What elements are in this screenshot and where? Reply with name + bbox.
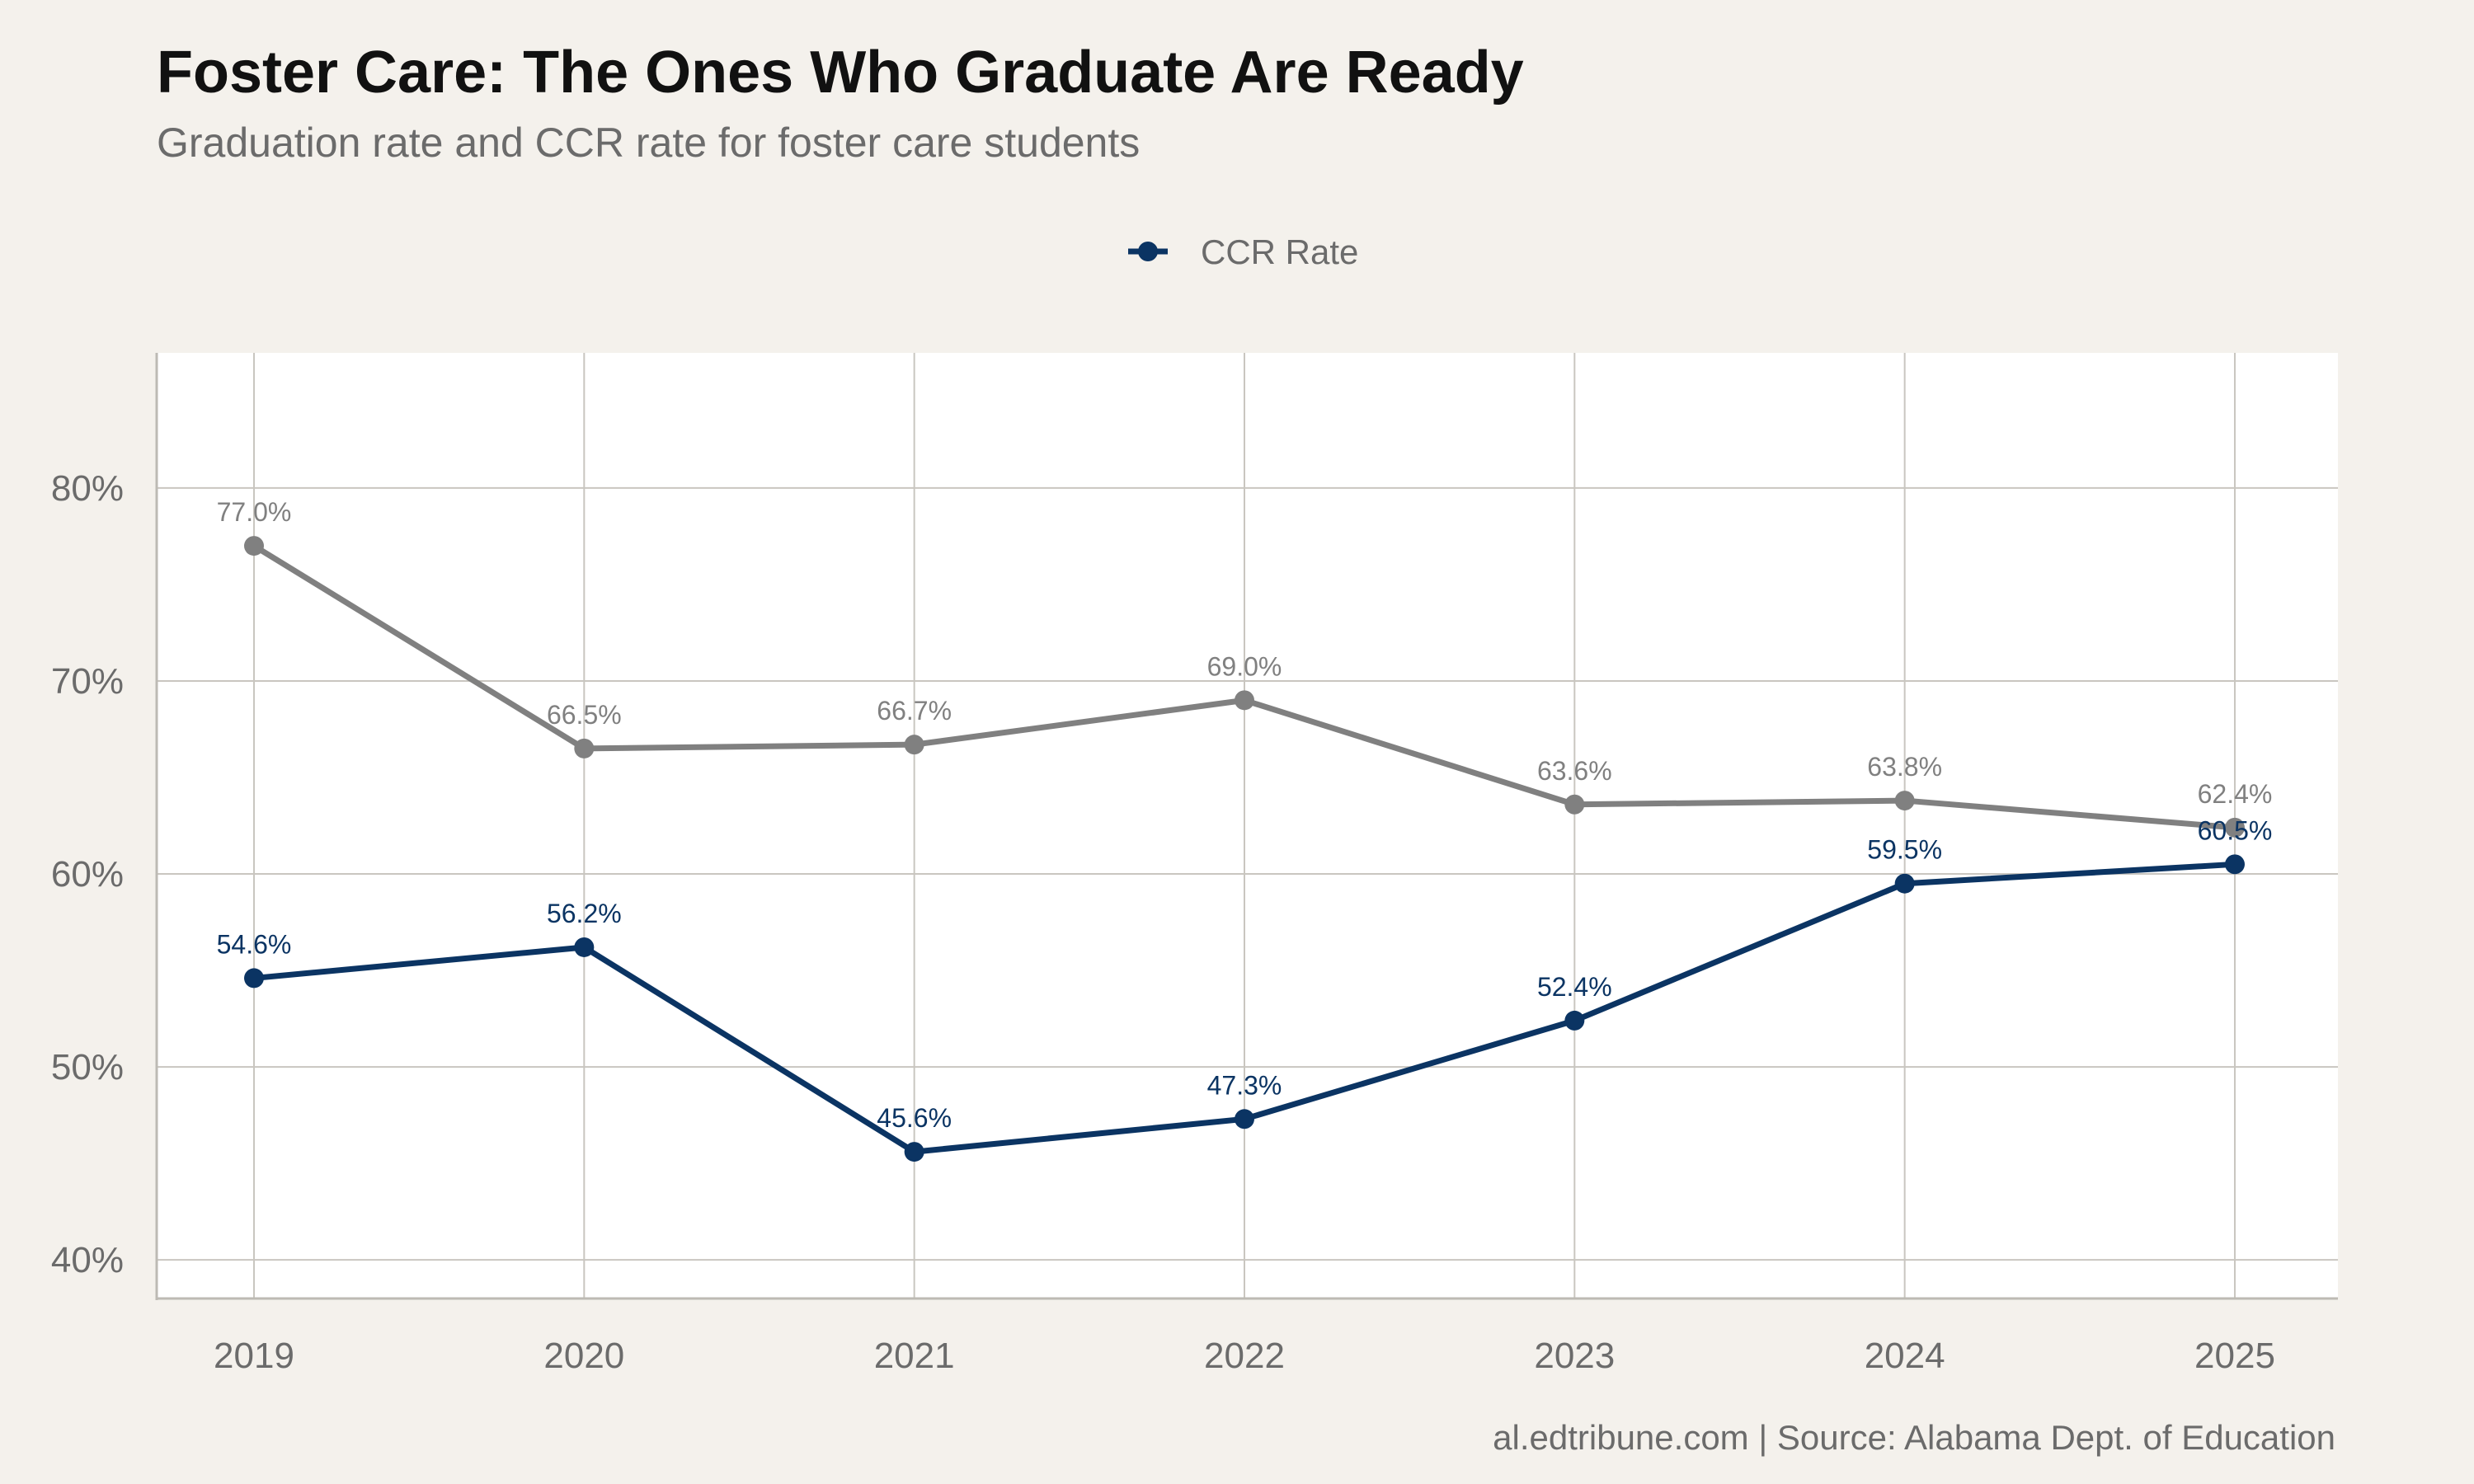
x-tick-label: 2022 — [1204, 1336, 1285, 1376]
legend: CCR Rate — [1128, 232, 1358, 271]
data-label: 52.4% — [1537, 972, 1612, 1002]
data-label: 63.6% — [1537, 756, 1612, 786]
x-tick-label: 2019 — [214, 1336, 294, 1376]
data-label: 54.6% — [217, 929, 292, 959]
data-point — [244, 968, 264, 989]
y-tick-label: 80% — [51, 468, 124, 509]
plot-panel — [157, 353, 2338, 1298]
y-tick-label: 70% — [51, 661, 124, 702]
data-point — [1564, 794, 1585, 815]
data-point — [1234, 1109, 1254, 1129]
data-point — [1894, 791, 1915, 811]
data-label: 59.5% — [1867, 835, 1942, 865]
legend-label: CCR Rate — [1201, 232, 1358, 271]
data-label: 66.5% — [547, 700, 622, 730]
x-tick-label: 2021 — [874, 1336, 955, 1376]
data-point — [1894, 873, 1915, 894]
data-point — [2224, 817, 2245, 838]
data-point — [574, 738, 595, 758]
data-point — [1234, 690, 1254, 711]
data-label: 62.4% — [2198, 779, 2273, 809]
data-label: 63.8% — [1867, 752, 1942, 782]
chart-title: Foster Care: The Ones Who Graduate Are R… — [157, 40, 1524, 106]
x-tick-label: 2024 — [1865, 1336, 1945, 1376]
data-label: 60.5% — [2198, 815, 2273, 845]
data-label: 47.3% — [1207, 1070, 1282, 1100]
data-point — [244, 536, 264, 556]
data-label: 56.2% — [547, 899, 622, 928]
data-label: 77.0% — [217, 497, 292, 527]
chart-caption: al.edtribune.com | Source: Alabama Dept.… — [1493, 1418, 2335, 1457]
data-point — [1564, 1010, 1585, 1031]
y-tick-label: 40% — [51, 1240, 124, 1280]
data-point — [574, 937, 595, 957]
data-label: 69.0% — [1207, 651, 1282, 681]
data-point — [2224, 854, 2245, 875]
data-point — [904, 1142, 924, 1162]
x-tick-label: 2025 — [2194, 1336, 2275, 1376]
axes: 40% 50% 60% 70% 80% 2019 2020 2021 2022 2023 2024 2… — [51, 353, 2338, 1376]
series-layer — [244, 536, 2245, 1162]
y-tick-label: 50% — [51, 1047, 124, 1087]
data-label: 66.7% — [877, 696, 952, 726]
x-tick-label: 2020 — [543, 1336, 624, 1376]
legend-key-point — [1138, 242, 1158, 261]
chart-subtitle: Graduation rate and CCR rate for foster … — [157, 120, 1140, 166]
x-tick-label: 2023 — [1534, 1336, 1615, 1376]
data-point — [904, 735, 924, 755]
data-label: 45.6% — [877, 1103, 952, 1133]
y-tick-label: 60% — [51, 854, 124, 895]
data-labels: 77.0% 66.5% 66.7% 69.0% 63.6% 63.8% 62.4% 54.6%… — [217, 497, 2273, 1133]
